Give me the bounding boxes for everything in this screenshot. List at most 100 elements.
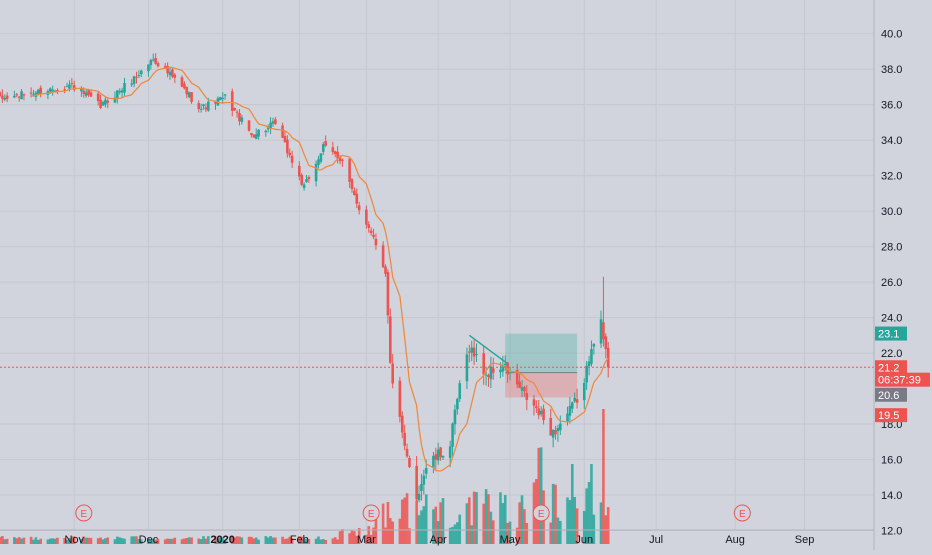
- volume-bar-53: [173, 537, 177, 544]
- volume-bar-108: [357, 528, 361, 544]
- earnings-marker-3[interactable]: [733, 504, 751, 522]
- candle-body-132: [439, 447, 442, 458]
- candle-body-123: [408, 457, 411, 467]
- position-target-zone[interactable]: [505, 333, 578, 373]
- moving-average: [31, 66, 609, 472]
- candle-body-52: [171, 69, 174, 77]
- volume-bar-164: [549, 522, 553, 544]
- candle-body-69: [230, 91, 234, 111]
- candle-body-21: [68, 84, 71, 89]
- trend-line[interactable]: [468, 334, 509, 365]
- candle-body-173: [575, 399, 579, 403]
- candle-body-16: [51, 89, 54, 92]
- candle-body-166: [554, 430, 557, 435]
- candle-body-153: [508, 372, 512, 374]
- volume-bar-52: [171, 538, 174, 544]
- volume-bar-46: [151, 538, 155, 544]
- earnings-marker-label-3: E: [739, 509, 746, 520]
- volume-bar-107: [355, 535, 359, 544]
- volume-bar-151: [503, 495, 507, 544]
- candle-body-28: [89, 92, 93, 97]
- position-tool[interactable]: [505, 333, 578, 398]
- candle-body-82: [271, 121, 275, 124]
- candle-body-139: [465, 354, 469, 382]
- earnings-marker-2[interactable]: [532, 504, 550, 522]
- candle-body-85: [283, 136, 287, 142]
- volume-bar-150: [501, 503, 505, 544]
- volume-bar-100: [333, 537, 337, 544]
- candle-body-87: [288, 152, 292, 156]
- candle-body-121: [403, 432, 406, 446]
- earnings-marker-1[interactable]: [362, 504, 380, 522]
- x-tick-label-10: Sep: [795, 534, 815, 546]
- candle-body-89: [298, 165, 301, 177]
- x-tick-label-4: Mar: [357, 534, 376, 546]
- volume-bar-109: [365, 534, 368, 544]
- y-tick-label-4: 32.0: [881, 171, 902, 183]
- candle-body-22: [70, 83, 74, 85]
- volume-bar-81: [269, 536, 272, 544]
- volume-bar-158: [525, 522, 529, 544]
- x-tick-label-0: Nov: [64, 534, 84, 546]
- volume-bar-145: [484, 489, 488, 544]
- volume-bar-47: [154, 539, 157, 544]
- volume-bar-54: [180, 539, 184, 544]
- candle-body-179: [599, 319, 603, 344]
- volume-bar-33: [106, 537, 110, 544]
- candle-body-76: [252, 134, 256, 138]
- volume-bar-76: [252, 538, 256, 544]
- candle-body-73: [240, 117, 244, 122]
- volume-bar-178: [592, 514, 596, 544]
- candle-body-116: [386, 272, 390, 316]
- candle-body-50: [166, 65, 169, 74]
- candle-body-144: [482, 353, 485, 375]
- volume-bar-103: [341, 529, 344, 544]
- candle-body-134: [448, 446, 452, 458]
- volume-bar-134: [448, 527, 452, 544]
- volume-bar-122: [405, 493, 409, 544]
- candle-body-136: [453, 409, 457, 425]
- candle-body-154: [515, 369, 519, 385]
- earnings-marker-0[interactable]: [75, 504, 93, 522]
- candle-body-81: [269, 122, 272, 129]
- volume-bar-87: [288, 536, 292, 544]
- volume-bar-176: [587, 481, 591, 544]
- volume-bar-82: [271, 537, 275, 544]
- volume-bar-154: [515, 527, 519, 544]
- candle-body-140: [468, 351, 471, 353]
- volume-bar-179: [599, 502, 603, 544]
- volume-bar-13: [39, 538, 43, 544]
- volume-bar-182: [606, 507, 610, 544]
- candle-body-20: [65, 86, 69, 88]
- price-label-box-2: [875, 372, 930, 387]
- x-tick-label-5: Apr: [430, 534, 447, 546]
- volume-bar-68: [223, 539, 227, 544]
- candle-body-169: [566, 413, 569, 422]
- volume-bar-165: [551, 483, 555, 544]
- candle-body-54: [180, 77, 184, 87]
- volume-bar-55: [183, 538, 186, 544]
- candle-body-174: [582, 382, 586, 401]
- drawings[interactable]: [468, 334, 509, 365]
- volume-bar-110: [367, 526, 371, 544]
- candle-body-110: [367, 224, 371, 228]
- candle-body-44: [147, 64, 150, 72]
- volume-bar-118: [391, 521, 395, 544]
- price-label-box-4: [875, 408, 907, 423]
- volume-bar-161: [537, 447, 541, 544]
- y-tick-label-3: 34.0: [881, 135, 902, 147]
- candle-body-99: [331, 147, 335, 153]
- volume-bar-111: [369, 534, 373, 544]
- candle-body-12: [37, 89, 40, 95]
- volume-bar-156: [520, 495, 524, 544]
- candle-body-91: [302, 184, 306, 188]
- volume-bar-38: [123, 538, 126, 544]
- candle-body-24: [80, 88, 83, 92]
- x-tick-label-1: Dec: [139, 534, 159, 546]
- candle-body-53: [173, 74, 177, 78]
- volume-bar-138: [458, 514, 462, 544]
- candle-body-100: [333, 151, 337, 154]
